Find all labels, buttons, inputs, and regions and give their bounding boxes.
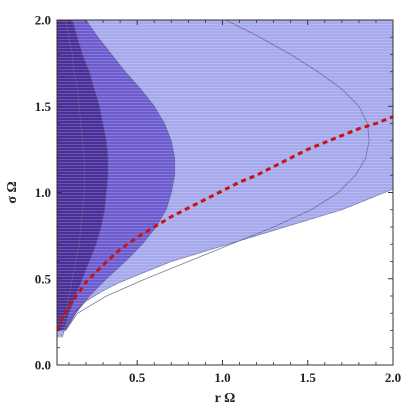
y-tick-label-0: 0.0 [35, 358, 51, 373]
dashed-curve-layer [57, 115, 393, 332]
x-tick-label-1: 1.0 [214, 370, 230, 385]
x-tick-label-0: 0.5 [129, 370, 146, 385]
y-tick-label-4: 2.0 [35, 13, 51, 28]
y-tick-label-1: 0.5 [35, 271, 52, 286]
y-tick-label-2: 1.0 [35, 185, 51, 200]
axis-ticks: 0.5 1.0 1.5 2.0 0.0 0.5 1.0 1.5 2.0 [35, 13, 401, 386]
dashed-series-0 [57, 115, 393, 332]
y-axis-label: σ Ω [5, 181, 20, 203]
x-tick-label-3: 2.0 [385, 370, 401, 385]
region-texture [57, 20, 393, 338]
region-texture-0 [57, 20, 393, 338]
x-axis-label: r Ω [215, 391, 236, 406]
x-tick-label-2: 1.5 [300, 370, 317, 385]
y-tick-label-3: 1.5 [35, 99, 52, 114]
